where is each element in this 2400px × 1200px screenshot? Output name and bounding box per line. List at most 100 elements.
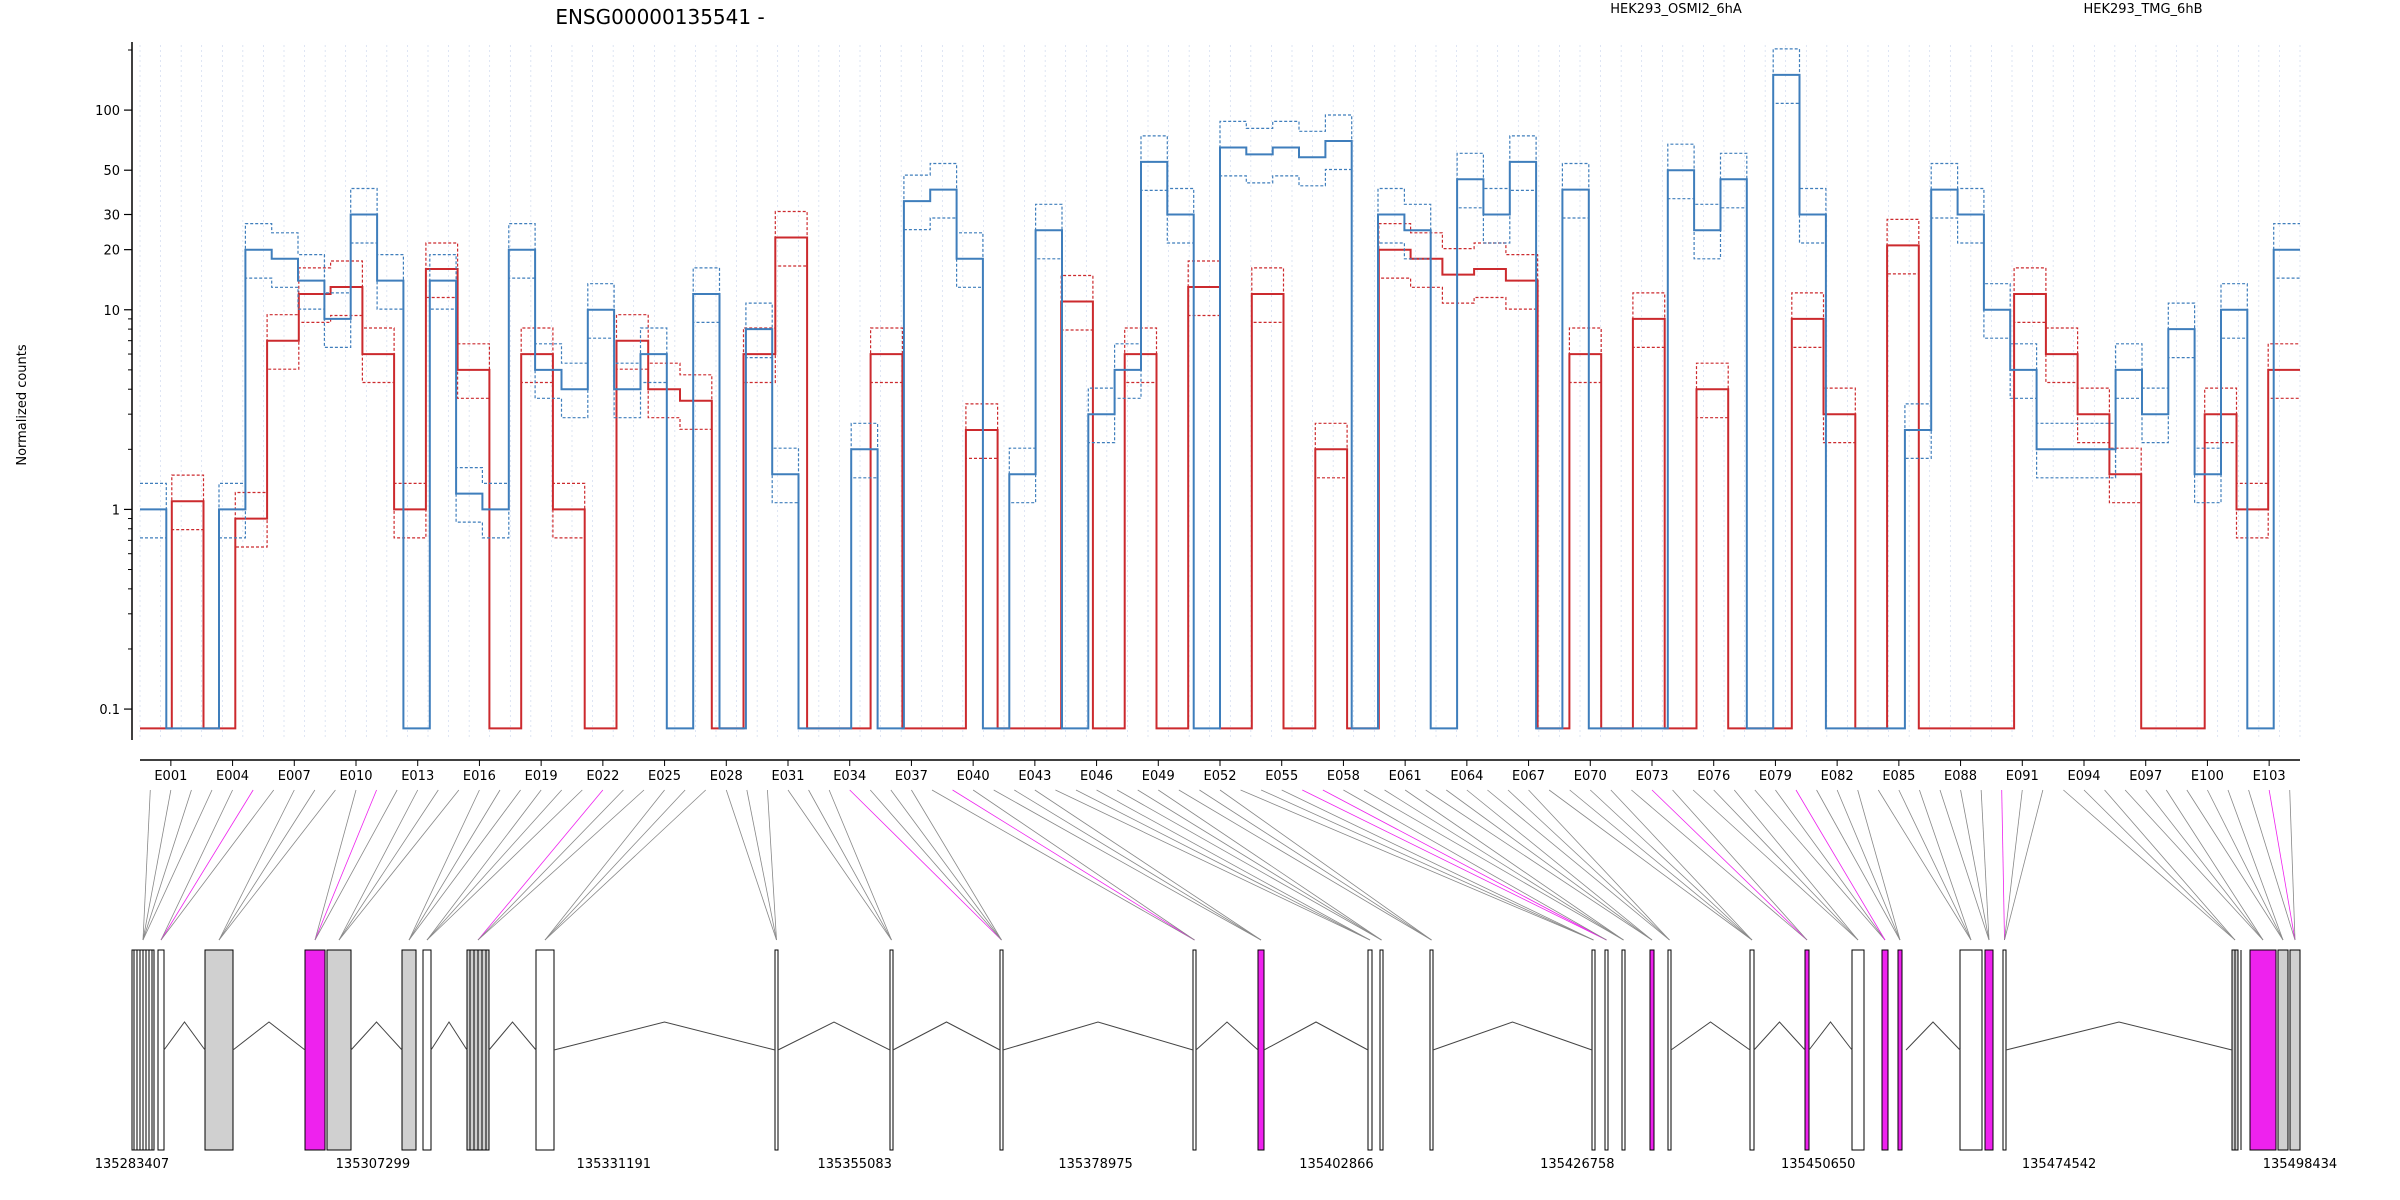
- connector-line: [1219, 789, 1432, 941]
- connector-line: [911, 789, 1002, 941]
- connector-line: [1116, 789, 1382, 941]
- intron: [350, 1021, 403, 1051]
- connector-line: [869, 789, 1002, 941]
- connector-line: [338, 789, 439, 941]
- exon-block: [304, 949, 326, 1151]
- chart-title: ENSG00000135541 -: [555, 5, 764, 29]
- x-tick-label: E097: [2129, 769, 2162, 784]
- connector-line: [1096, 789, 1371, 941]
- x-tick-label: E007: [278, 769, 311, 784]
- connector-line: [2165, 789, 2264, 941]
- genomic-tick-label: 135426758: [1540, 1157, 1614, 1172]
- connector-line: [160, 789, 275, 941]
- y-axis-label: Normalized counts: [15, 344, 30, 466]
- connector-line: [426, 789, 583, 941]
- x-tick-label: E028: [710, 769, 743, 784]
- connector-line: [544, 789, 665, 941]
- connector-line: [849, 789, 1002, 941]
- genomic-tick-label: 135474542: [2022, 1157, 2096, 1172]
- connector-line: [1836, 789, 1901, 941]
- connector-line: [1631, 789, 1808, 941]
- connector-line: [2004, 789, 2044, 941]
- x-tick-label: E061: [1389, 769, 1422, 784]
- connector-line: [767, 789, 777, 941]
- exon-block: [1429, 949, 1434, 1151]
- connector-line: [1733, 789, 1859, 941]
- exon-block: [1649, 949, 1655, 1151]
- connector-line: [1590, 789, 1753, 941]
- x-tick-label: E058: [1327, 769, 1360, 784]
- connector-line: [1651, 789, 1808, 941]
- connector-line: [2104, 789, 2236, 941]
- x-tick-label: E040: [957, 769, 990, 784]
- x-tick-label: E022: [586, 769, 619, 784]
- x-tick-label: E049: [1142, 769, 1175, 784]
- connector-line: [2083, 789, 2236, 941]
- x-tick-label: E103: [2253, 769, 2286, 784]
- connector-line: [1507, 789, 1670, 941]
- intron: [1905, 1021, 1961, 1051]
- connector-line: [1055, 789, 1371, 941]
- connector-line: [142, 789, 172, 941]
- connector-line: [1877, 789, 1972, 941]
- connector-line: [1322, 789, 1607, 941]
- connector-line: [1816, 789, 1901, 941]
- exon-block: [1667, 949, 1672, 1151]
- intron: [1195, 1021, 1259, 1051]
- connector-line: [218, 789, 336, 941]
- x-tick-label: E100: [2191, 769, 2224, 784]
- x-tick-label: E034: [833, 769, 866, 784]
- x-tick-label: E031: [771, 769, 804, 784]
- y-tick-label: 0.1: [99, 703, 120, 718]
- legend-entry-b: HEK293_TMG_6hB: [2084, 2, 2203, 17]
- connector-line: [890, 789, 1002, 941]
- exon-block: [1621, 949, 1626, 1151]
- connector-line: [1528, 789, 1670, 941]
- connector-line: [544, 789, 706, 941]
- connector-line: [314, 789, 377, 941]
- connector-line: [1487, 789, 1670, 941]
- exon-block: [1192, 949, 1197, 1151]
- intron: [2005, 1021, 2233, 1051]
- series-lines: [140, 48, 2300, 730]
- y-tick-label: 30: [103, 208, 120, 223]
- connector-line: [1569, 789, 1753, 941]
- x-tick-label: E046: [1080, 769, 1113, 784]
- exon-block: [774, 949, 779, 1151]
- connector-line: [1384, 789, 1624, 941]
- exon-block: [2289, 949, 2301, 1151]
- exon-block: [1591, 949, 1596, 1151]
- connector-line: [2207, 789, 2284, 941]
- connector-line: [725, 789, 777, 941]
- exon-block: [1257, 949, 1265, 1151]
- connector-line: [1857, 789, 1901, 941]
- connector-line: [787, 789, 892, 941]
- x-tick-label: E073: [1635, 769, 1668, 784]
- exon-block: [326, 949, 352, 1151]
- intron: [163, 1021, 206, 1051]
- x-tick-label: E019: [525, 769, 558, 784]
- connector-line: [160, 789, 233, 941]
- connector-line: [1014, 789, 1262, 941]
- y-tick-label: 50: [103, 164, 120, 179]
- intron: [430, 1021, 468, 1051]
- connector-line: [808, 789, 892, 941]
- connector-line: [2145, 789, 2264, 941]
- exon-block: [1959, 949, 1983, 1151]
- connector-line: [1775, 789, 1886, 941]
- connector-line: [160, 789, 254, 941]
- x-tick-label: E004: [216, 769, 249, 784]
- gene-model: [131, 949, 2301, 1151]
- x-tick-label: E001: [154, 769, 187, 784]
- intron: [232, 1021, 306, 1051]
- genomic-tick-label: 135355083: [817, 1157, 891, 1172]
- connector-line: [477, 789, 604, 941]
- exon-block: [2277, 949, 2289, 1151]
- connector-line: [1425, 789, 1653, 941]
- grid-lines: [139, 45, 2301, 740]
- exon-block: [1379, 949, 1384, 1151]
- x-tick-label: E025: [648, 769, 681, 784]
- y-tick-label: 1: [112, 503, 120, 518]
- connector-line: [1898, 789, 1972, 941]
- connector-line: [1939, 789, 1990, 941]
